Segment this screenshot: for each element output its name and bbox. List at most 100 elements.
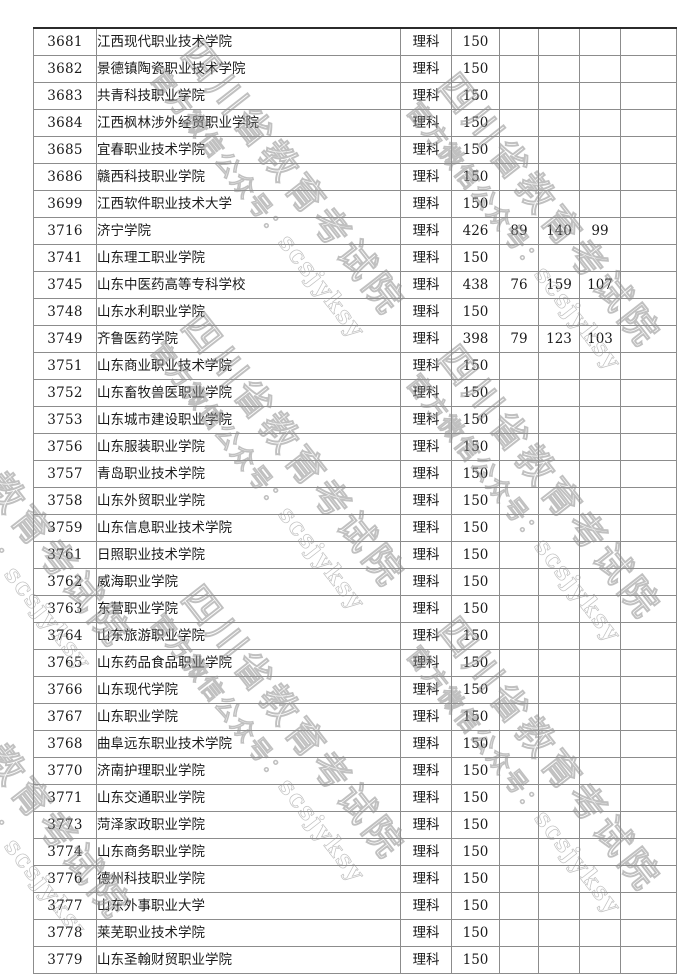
cell-value-3 <box>579 784 621 812</box>
cell-subject: 理科 <box>400 433 452 461</box>
cell-value-1 <box>499 136 539 164</box>
cell-value-4 <box>620 352 677 380</box>
cell-value-4 <box>620 676 677 704</box>
cell-score: 150 <box>451 487 500 515</box>
cell-subject: 理科 <box>400 649 452 677</box>
cell-school-name: 山东现代学院 <box>96 676 401 704</box>
cell-value-1 <box>499 919 539 947</box>
cell-value-2 <box>538 676 580 704</box>
table-row: 3759 山东信息职业技术学院 理科 150 <box>33 514 677 542</box>
cell-score: 150 <box>451 568 500 596</box>
cell-value-2 <box>538 487 580 515</box>
cell-value-3 <box>579 136 621 164</box>
cell-value-2 <box>538 622 580 650</box>
cell-value-2 <box>538 163 580 191</box>
cell-value-2 <box>538 190 580 218</box>
table-row: 3684 江西枫林涉外经贸职业学院 理科 150 <box>33 109 677 137</box>
cell-value-3 <box>579 82 621 110</box>
cell-value-2 <box>538 136 580 164</box>
cell-subject: 理科 <box>400 703 452 731</box>
cell-value-1 <box>499 352 539 380</box>
cell-value-4 <box>620 703 677 731</box>
cell-value-4 <box>620 325 677 353</box>
cell-code: 3686 <box>33 163 97 191</box>
table-row: 3773 菏泽家政职业学院 理科 150 <box>33 811 677 839</box>
cell-value-2: 140 <box>538 217 580 245</box>
cell-subject: 理科 <box>400 379 452 407</box>
cell-value-1 <box>499 622 539 650</box>
cell-value-4 <box>620 433 677 461</box>
cell-value-1 <box>499 109 539 137</box>
table-row: 3681 江西现代职业技术学院 理科 150 <box>33 27 677 56</box>
cell-code: 3759 <box>33 514 97 542</box>
table-row: 3764 山东旅游职业学院 理科 150 <box>33 622 677 650</box>
cell-value-4 <box>620 298 677 326</box>
cell-subject: 理科 <box>400 55 452 83</box>
cell-score: 150 <box>451 244 500 272</box>
cell-code: 3777 <box>33 892 97 920</box>
table-row: 3752 山东畜牧兽医职业学院 理科 150 <box>33 379 677 407</box>
cell-school-name: 山东外事职业大学 <box>96 892 401 920</box>
cell-subject: 理科 <box>400 82 452 110</box>
cell-value-3 <box>579 514 621 542</box>
cell-value-3 <box>579 919 621 947</box>
cell-code: 3752 <box>33 379 97 407</box>
cell-school-name: 山东职业学院 <box>96 703 401 731</box>
cell-subject: 理科 <box>400 298 452 326</box>
cell-subject: 理科 <box>400 27 452 56</box>
score-table: 3681 江西现代职业技术学院 理科 150 3682 景德镇陶瓷职业技术学院 理科 150 3… <box>33 27 677 974</box>
cell-score: 150 <box>451 298 500 326</box>
cell-value-3 <box>579 27 621 56</box>
cell-code: 3767 <box>33 703 97 731</box>
cell-school-name: 赣西科技职业学院 <box>96 163 401 191</box>
cell-value-1 <box>499 838 539 866</box>
cell-value-4 <box>620 865 677 893</box>
cell-code: 3763 <box>33 595 97 623</box>
table-row: 3777 山东外事职业大学 理科 150 <box>33 892 677 920</box>
cell-school-name: 山东畜牧兽医职业学院 <box>96 379 401 407</box>
cell-value-4 <box>620 622 677 650</box>
cell-value-1 <box>499 27 539 56</box>
cell-value-4 <box>620 55 677 83</box>
cell-value-4 <box>620 514 677 542</box>
cell-code: 3758 <box>33 487 97 515</box>
cell-school-name: 山东商务职业学院 <box>96 838 401 866</box>
cell-score: 150 <box>451 865 500 893</box>
table-row: 3766 山东现代学院 理科 150 <box>33 676 677 704</box>
cell-subject: 理科 <box>400 622 452 650</box>
cell-value-4 <box>620 649 677 677</box>
cell-school-name: 山东理工职业学院 <box>96 244 401 272</box>
cell-value-1: 76 <box>499 271 539 299</box>
cell-value-1 <box>499 541 539 569</box>
cell-value-3 <box>579 109 621 137</box>
cell-subject: 理科 <box>400 217 452 245</box>
table-row: 3751 山东商业职业技术学院 理科 150 <box>33 352 677 380</box>
cell-score: 150 <box>451 163 500 191</box>
cell-value-4 <box>620 217 677 245</box>
cell-value-1 <box>499 514 539 542</box>
table-row: 3763 东营职业学院 理科 150 <box>33 595 677 623</box>
cell-value-1 <box>499 703 539 731</box>
cell-value-1 <box>499 298 539 326</box>
cell-value-4 <box>620 838 677 866</box>
cell-score: 150 <box>451 190 500 218</box>
cell-value-1 <box>499 595 539 623</box>
cell-value-1 <box>499 190 539 218</box>
cell-value-3 <box>579 838 621 866</box>
cell-score: 150 <box>451 703 500 731</box>
table-row: 3699 江西软件职业技术大学 理科 150 <box>33 190 677 218</box>
cell-value-1 <box>499 433 539 461</box>
cell-school-name: 山东旅游职业学院 <box>96 622 401 650</box>
cell-value-1 <box>499 406 539 434</box>
cell-value-2 <box>538 838 580 866</box>
cell-subject: 理科 <box>400 865 452 893</box>
cell-value-1: 79 <box>499 325 539 353</box>
cell-value-2 <box>538 298 580 326</box>
cell-subject: 理科 <box>400 163 452 191</box>
cell-value-1 <box>499 865 539 893</box>
cell-value-4 <box>620 379 677 407</box>
cell-school-name: 青岛职业技术学院 <box>96 460 401 488</box>
cell-value-1 <box>499 676 539 704</box>
cell-code: 3757 <box>33 460 97 488</box>
cell-value-2 <box>538 811 580 839</box>
